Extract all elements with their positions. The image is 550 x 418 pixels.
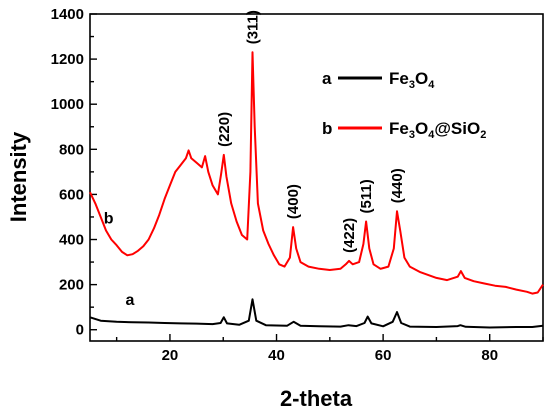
peak-label: (440) bbox=[389, 168, 406, 203]
y-axis-title: Intensity bbox=[6, 131, 31, 222]
y-tick-label: 1000 bbox=[51, 96, 84, 113]
peak-label: (400) bbox=[285, 184, 302, 219]
plot-frame bbox=[89, 13, 544, 342]
curve-label-b: b bbox=[104, 211, 114, 228]
axis-ticks bbox=[90, 13, 544, 341]
legend-label-a: Fe3O4 bbox=[389, 69, 435, 91]
peak-labels: (220) (311) (400) (422)(511) (440) bbox=[216, 10, 406, 253]
legend: a Fe3O4 b Fe3O4@SiO2 bbox=[322, 69, 486, 141]
peak-label: (511) bbox=[358, 179, 375, 213]
y-tick-label: 400 bbox=[59, 232, 84, 249]
x-axis-title: 2-theta bbox=[280, 386, 353, 411]
y-tick-label: 0 bbox=[76, 322, 84, 339]
peak-label: (311) bbox=[245, 10, 262, 44]
legend-letter-b: b bbox=[322, 119, 332, 138]
y-tick-label: 800 bbox=[59, 141, 84, 158]
peak-label: (422) bbox=[341, 218, 358, 253]
legend-entry-b: b Fe3O4@SiO2 bbox=[322, 119, 486, 141]
y-tick-label: 200 bbox=[59, 277, 84, 294]
series-layer bbox=[89, 51, 544, 329]
curve-labels: ab bbox=[104, 211, 135, 309]
x-tick-label: 20 bbox=[162, 347, 179, 364]
x-tick-label: 80 bbox=[481, 347, 498, 364]
series-line-0 bbox=[89, 298, 544, 329]
y-tick-label: 1400 bbox=[51, 6, 84, 23]
y-tick-label: 600 bbox=[59, 186, 84, 203]
curve-label-a: a bbox=[126, 292, 135, 309]
series-line-1 bbox=[89, 51, 544, 295]
legend-label-b: Fe3O4@SiO2 bbox=[389, 119, 486, 141]
x-tick-label: 60 bbox=[375, 347, 392, 364]
peak-label: (220) bbox=[216, 112, 233, 147]
y-tick-label: 1200 bbox=[51, 51, 84, 68]
x-tick-label: 40 bbox=[268, 347, 285, 364]
legend-entry-a: a Fe3O4 bbox=[322, 69, 435, 91]
legend-letter-a: a bbox=[322, 69, 332, 88]
